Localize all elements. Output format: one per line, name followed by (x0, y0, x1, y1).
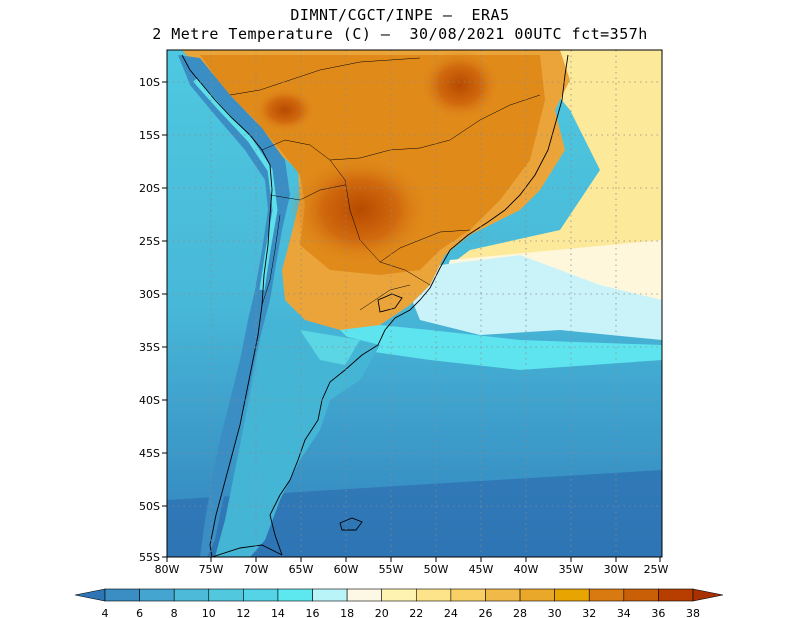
coastlines (181, 54, 569, 557)
colorbar-swatch (346, 588, 383, 602)
country-borders (229, 57, 541, 311)
lon-label: 55W (379, 563, 404, 576)
lat-label: 50S (139, 500, 160, 513)
colorbar-swatch (623, 588, 659, 602)
lat-label: 10S (139, 76, 160, 89)
colorbar-label: 22 (409, 607, 423, 618)
patagonia-cool-land (215, 320, 380, 557)
lat-label: 45S (139, 447, 160, 460)
lon-label: 45W (469, 563, 494, 576)
border-brazil-states (329, 94, 541, 161)
colorbar-swatch (139, 588, 175, 602)
lat-label: 25S (139, 235, 160, 248)
colorbar-label: 26 (478, 607, 492, 618)
colorbar-swatch (588, 588, 625, 602)
colorbar (74, 588, 724, 602)
lon-label: 80W (155, 563, 180, 576)
graticule (167, 50, 662, 557)
lat-label: 30S (139, 288, 160, 301)
title-line-1: DIMNT/CGCT/INPE – ERA5 (290, 6, 510, 24)
colorbar-label: 18 (340, 607, 354, 618)
colorbar-arrow-low (74, 588, 106, 602)
colorbar-label: 30 (548, 607, 562, 618)
tierra-del-fuego-coast (211, 544, 283, 557)
lat-label: 20S (139, 182, 160, 195)
colorbar-label: 16 (306, 607, 320, 618)
border-chile-bolivia (269, 184, 346, 201)
border-north (229, 57, 421, 96)
lon-label: 60W (334, 563, 359, 576)
colorbar-label: 4 (102, 607, 109, 618)
lagoon-shape (377, 293, 403, 313)
andes-cold-strip (178, 55, 290, 557)
border-uruguay (359, 284, 411, 311)
temperature-map (167, 50, 662, 557)
lon-label: 30W (604, 563, 629, 576)
colorbar-label: 34 (617, 607, 631, 618)
lat-label: 15S (139, 129, 160, 142)
cool-shelf-band (330, 320, 662, 370)
border-andes (261, 214, 281, 306)
colorbar-label: 38 (686, 607, 700, 618)
lon-labels: 80W 75W 70W 65W 60W 55W 50W 45W 40W 35W … (155, 563, 669, 576)
colorbar-swatch (312, 588, 348, 602)
colorbar-labels: 4 6 8 10 12 14 16 18 20 22 24 26 28 30 32 34 36 38 (102, 607, 701, 618)
lat-label: 40S (139, 394, 160, 407)
colorbar-label: 8 (171, 607, 178, 618)
pacific-coastline (181, 54, 273, 557)
colorbar-swatch (243, 588, 279, 602)
colorbar-swatch (173, 588, 210, 602)
lon-label: 65W (289, 563, 314, 576)
map-ticks (162, 81, 661, 562)
border-brazil-south (379, 229, 471, 263)
lat-label: 35S (139, 341, 160, 354)
lat-label: 55S (139, 551, 160, 564)
colorbar-label: 6 (136, 607, 143, 618)
hot-core-chaco (290, 155, 430, 265)
colorbar-label: 14 (271, 607, 285, 618)
border-paraguay (261, 139, 431, 286)
colorbar-swatch (519, 588, 555, 602)
colorbar-swatch (485, 588, 521, 602)
lon-label: 70W (244, 563, 269, 576)
cold-south-band (167, 470, 662, 557)
colorbar-label: 32 (582, 607, 596, 618)
hot-core-bolivia (255, 88, 315, 132)
colorbar-swatch (554, 588, 590, 602)
colorbar-label: 24 (444, 607, 458, 618)
colorbar-swatch (277, 588, 313, 602)
atlantic-coastline (269, 54, 569, 556)
colorbar-swatch (104, 588, 140, 602)
colorbar-label: 36 (651, 607, 665, 618)
lon-label: 25W (644, 563, 669, 576)
lat-labels: 10S 15S 20S 25S 30S 35S 40S 45S 50S 55S (139, 76, 160, 564)
colorbar-label: 10 (202, 607, 216, 618)
colorbar-label: 28 (513, 607, 527, 618)
pampas-cool-land (300, 330, 360, 365)
colorbar-swatch (208, 588, 244, 602)
lon-label: 40W (514, 563, 539, 576)
colorbar-swatch (658, 588, 694, 602)
colorbar-swatch (415, 588, 452, 602)
falklands-shape (339, 517, 363, 531)
lon-label: 35W (559, 563, 584, 576)
colorbar-swatch (381, 588, 417, 602)
hot-core-north (420, 50, 500, 120)
cool-atlantic-band (400, 255, 662, 340)
colorbar-label: 20 (375, 607, 389, 618)
map-frame (166, 49, 663, 558)
title-line-2: 2 Metre Temperature (C) – 30/08/2021 00U… (152, 25, 648, 43)
colorbar-arrow-high (692, 588, 724, 602)
lon-label: 75W (199, 563, 224, 576)
colorbar-label: 12 (236, 607, 250, 618)
colorbar-swatch (450, 588, 486, 602)
lon-label: 50W (424, 563, 449, 576)
